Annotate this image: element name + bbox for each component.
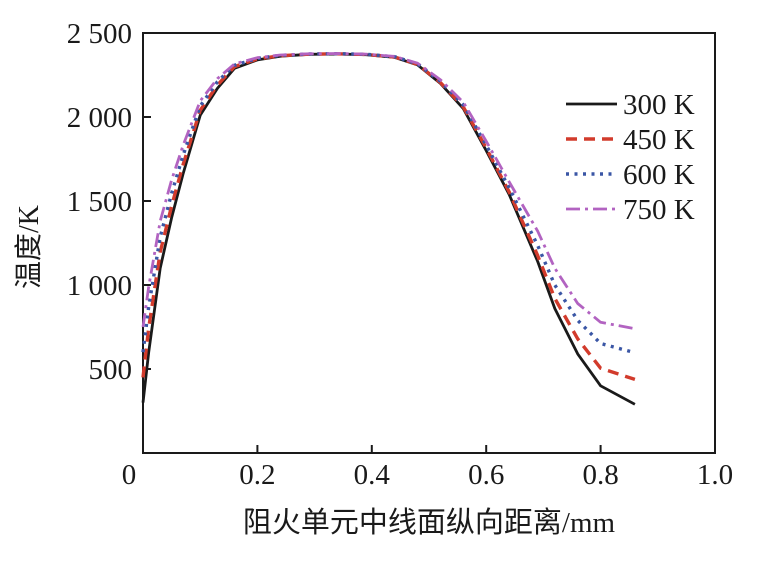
x-tick-label: 1.0 [697,459,733,491]
series-layer [141,52,636,406]
x-tick-label: 0.2 [239,459,275,491]
x-tick-label: 0.4 [354,459,391,491]
x-tick-label: 0.6 [468,459,504,491]
plot-border [142,32,716,454]
x-tick-label: 0 [122,459,137,491]
axis-layer: 0 0.2 0.4 0.6 0.8 1.0 500 1 000 1 500 2 000 2 500 [67,18,733,491]
series-line-750-K [141,52,636,331]
legend-label: 600 K [623,159,695,191]
y-tick-label: 2 000 [67,102,132,134]
legend-item: 450 K [566,124,695,156]
x-axis-title: 阻火单元中线面纵向距离/mm [243,506,616,539]
legend-label: 300 K [623,89,695,121]
legend-label: 450 K [623,124,695,156]
x-tick-label: 0.8 [582,459,618,491]
series-line-600-K [141,52,636,355]
y-tick-label: 1 000 [67,270,132,302]
series-line-450-K [141,52,636,382]
legend-item: 300 K [566,89,695,121]
legend-item: 600 K [566,159,695,191]
y-tick-label: 500 [89,354,133,386]
y-tick-label: 2 500 [67,18,132,50]
legend-label: 750 K [623,194,695,226]
series-line-300-K [141,52,636,406]
legend-item: 750 K [566,194,695,226]
y-axis-title: 温度/K [13,205,45,289]
y-tick-label: 1 500 [67,186,132,218]
